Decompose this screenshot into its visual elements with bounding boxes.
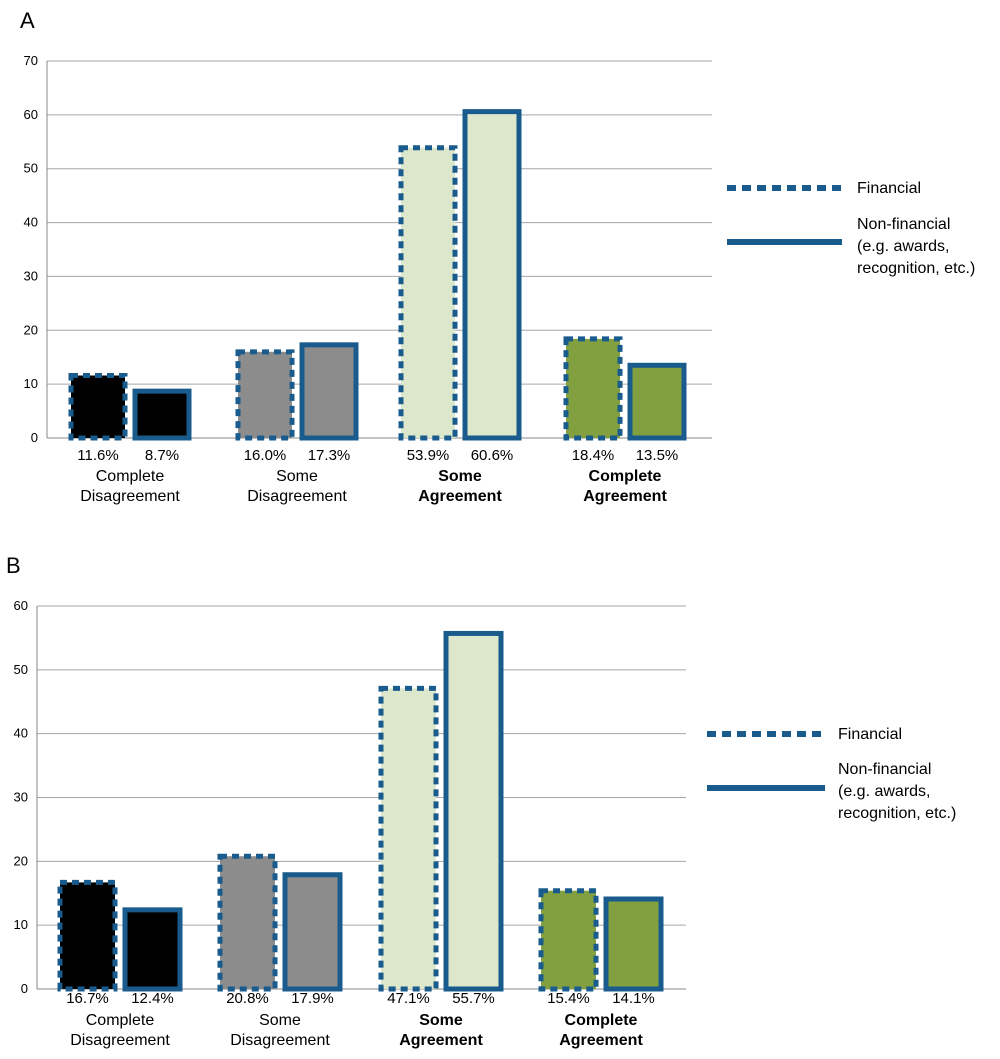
data-label: 12.4% — [131, 990, 174, 1007]
bar-non-financial — [299, 342, 359, 441]
y-tick-label: 10 — [14, 917, 28, 932]
y-tick-label: 20 — [24, 322, 38, 337]
panel-a-chart: 0 10 20 30 40 50 60 70 11.6% 8.7% Complete Disagree… — [24, 53, 976, 505]
bar-financial — [57, 879, 118, 992]
legend-label-financial: Financial — [838, 726, 902, 743]
data-label: 13.5% — [636, 447, 679, 464]
data-label: 17.3% — [308, 447, 351, 464]
data-label: 8.7% — [145, 447, 179, 464]
bar-non-financial — [627, 362, 687, 441]
panel-b-chart: 0 10 20 30 40 50 60 16.7% 12.4% Complete Disagreem… — [14, 598, 957, 1049]
y-tick-label: 0 — [21, 981, 28, 996]
legend-label-financial: Financial — [857, 180, 921, 197]
y-tick-label: 20 — [14, 853, 28, 868]
bar-non-financial — [282, 872, 343, 992]
data-label: 60.6% — [471, 447, 514, 464]
category-label: Some — [438, 468, 482, 485]
legend-label-non-financial: (e.g. awards, — [857, 238, 949, 255]
bar-non-financial — [132, 388, 192, 441]
legend-label-non-financial: Non-financial — [838, 761, 931, 778]
category-label: Complete — [565, 1012, 638, 1029]
bar-non-financial — [462, 109, 522, 441]
data-label: 18.4% — [572, 447, 615, 464]
y-tick-label: 50 — [24, 161, 38, 176]
data-label: 47.1% — [387, 990, 430, 1007]
category-label: Disagreement — [247, 488, 347, 505]
category-label: Some — [276, 468, 318, 485]
data-label: 15.4% — [547, 990, 590, 1007]
y-tick-label: 60 — [14, 598, 28, 613]
y-tick-label: 40 — [14, 726, 28, 741]
bar-non-financial — [122, 907, 183, 992]
bar-financial — [538, 888, 599, 992]
bar-financial — [235, 349, 295, 441]
y-tick-label: 70 — [24, 53, 38, 68]
category-label: Disagreement — [230, 1032, 330, 1049]
data-label: 55.7% — [452, 990, 495, 1007]
bar-financial — [563, 336, 623, 441]
data-label: 20.8% — [226, 990, 269, 1007]
bar-non-financial — [603, 896, 664, 992]
category-label: Disagreement — [80, 488, 180, 505]
y-tick-label: 30 — [24, 268, 38, 283]
panel-a-letter: A — [20, 8, 35, 33]
y-tick-label: 40 — [24, 215, 38, 230]
legend-label-non-financial: recognition, etc.) — [857, 260, 975, 277]
bar-non-financial — [443, 630, 504, 992]
legend-label-non-financial: (e.g. awards, — [838, 783, 930, 800]
data-label: 11.6% — [77, 447, 118, 464]
category-label: Agreement — [399, 1032, 483, 1049]
category-label: Some — [419, 1012, 463, 1029]
category-label: Agreement — [559, 1032, 643, 1049]
y-tick-label: 0 — [31, 430, 38, 445]
category-label: Agreement — [418, 488, 502, 505]
legend-label-non-financial: Non-financial — [857, 216, 950, 233]
bar-financial — [217, 853, 278, 992]
category-label: Some — [259, 1012, 301, 1029]
bar-financial — [378, 685, 439, 992]
y-tick-label: 60 — [24, 107, 38, 122]
data-label: 53.9% — [407, 447, 450, 464]
data-label: 17.9% — [291, 990, 334, 1007]
data-label: 16.7% — [66, 990, 109, 1007]
data-label: 16.0% — [244, 447, 287, 464]
data-label: 14.1% — [612, 990, 655, 1007]
legend-label-non-financial: recognition, etc.) — [838, 805, 956, 822]
y-tick-label: 10 — [24, 376, 38, 391]
category-label: Complete — [589, 468, 662, 485]
category-label: Agreement — [583, 488, 667, 505]
y-tick-label: 30 — [14, 790, 28, 805]
category-label: Complete — [86, 1012, 155, 1029]
panel-b-letter: B — [6, 553, 21, 578]
bar-financial — [68, 373, 128, 441]
category-label: Disagreement — [70, 1032, 170, 1049]
category-label: Complete — [96, 468, 165, 485]
y-tick-label: 50 — [14, 662, 28, 677]
bar-financial — [398, 145, 458, 441]
